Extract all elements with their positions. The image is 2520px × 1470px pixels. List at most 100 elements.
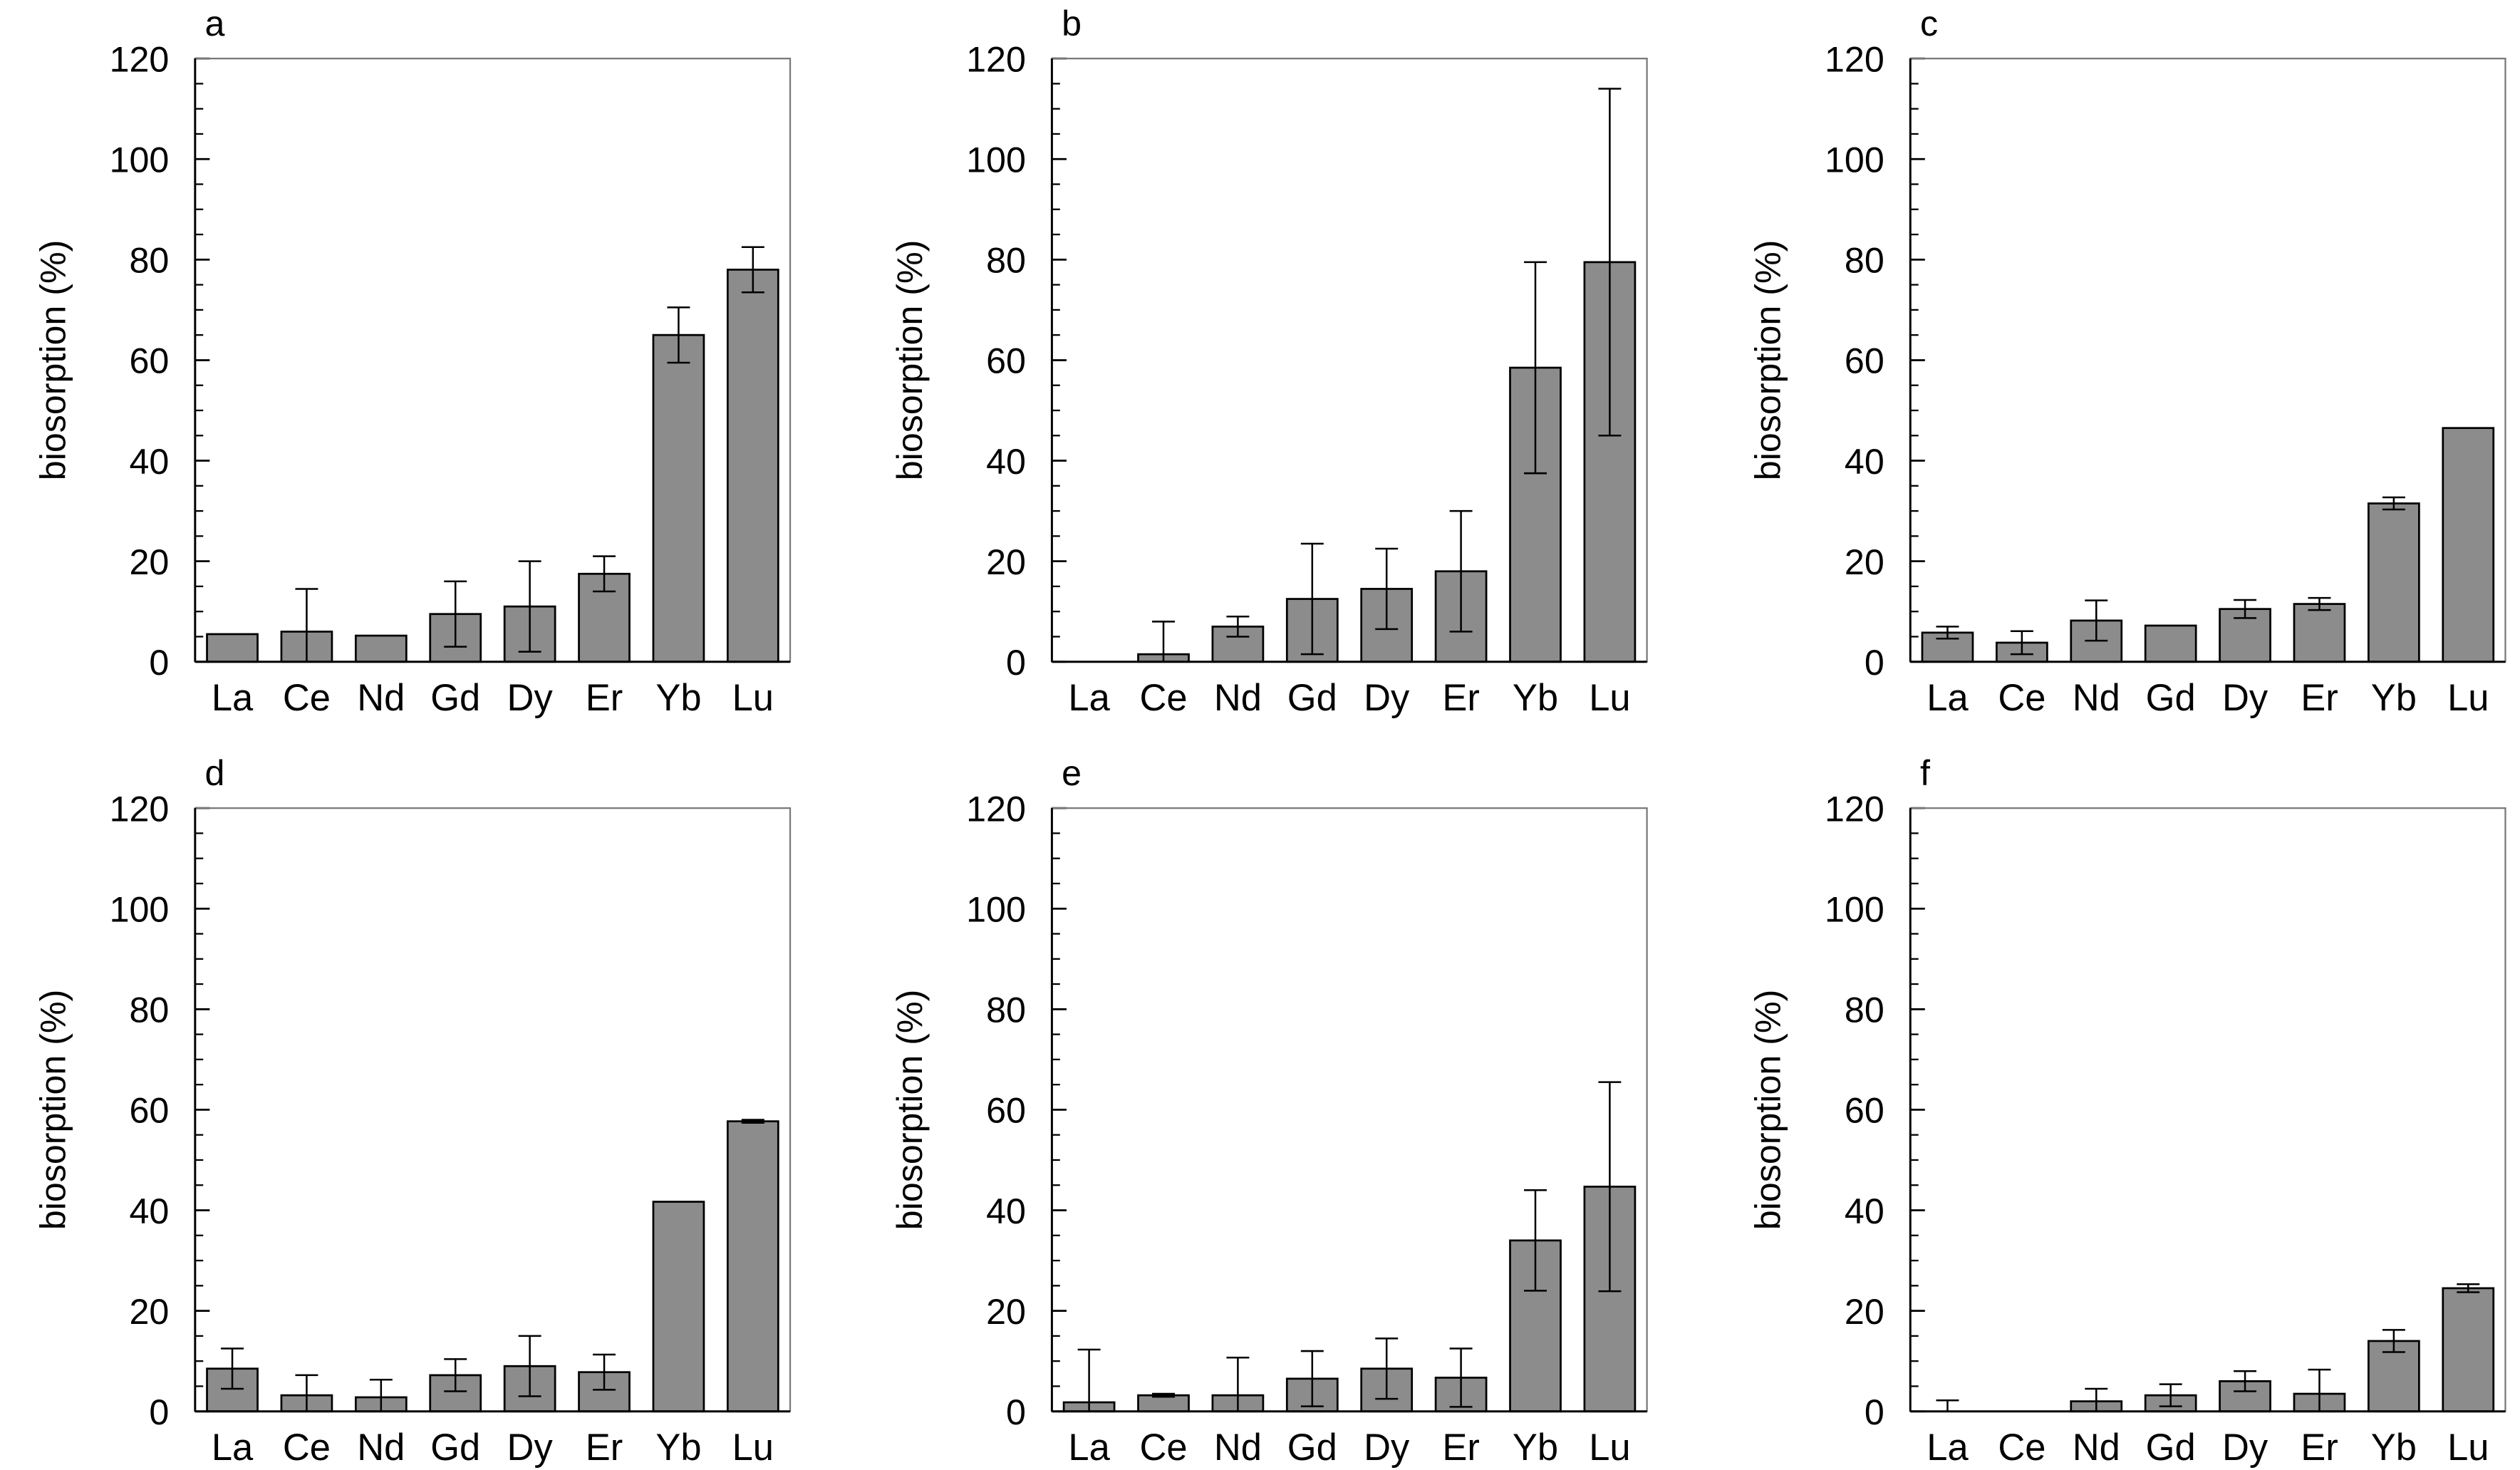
chart-panel-a: a biosorption (%) 0 20 40 60 80 100 120 La Ce Nd Gd D…: [33, 4, 792, 719]
x-tick-label: Gd: [430, 677, 480, 719]
y-tick-label: 120: [966, 39, 1026, 79]
y-tick-label: 40: [129, 1191, 169, 1231]
y-tick-label: 120: [1825, 789, 1884, 829]
x-tick-label: Nd: [1214, 677, 1262, 719]
x-tick-label: Yb: [655, 677, 701, 719]
y-tick-label: 80: [129, 990, 169, 1030]
y-tick-label: 100: [1825, 140, 1884, 180]
y-tick-label: 100: [110, 140, 170, 180]
x-tick-label: Dy: [2222, 677, 2268, 719]
x-tick-label: Gd: [430, 1427, 480, 1469]
x-tick-label: Nd: [357, 677, 405, 719]
x-tick-label: Er: [2301, 1427, 2338, 1469]
y-axis-label: biosorption (%): [890, 990, 930, 1231]
y-tick-label: 120: [966, 789, 1026, 829]
x-tick-label: La: [212, 1427, 254, 1469]
x-tick-label: Lu: [2447, 677, 2489, 719]
x-tick-label: Ce: [1139, 1427, 1187, 1469]
y-tick-label: 60: [1845, 1091, 1884, 1131]
y-axis-label: biosorption (%): [33, 990, 73, 1231]
y-tick-label: 20: [986, 1292, 1026, 1332]
plot-frame: [1909, 807, 2506, 1412]
x-tick-label: Er: [586, 1427, 623, 1469]
chart-panel-c: c biosorption (%) 0 20 40 60 80 100 120 La Ce Nd Gd D…: [1748, 4, 2506, 719]
y-tick-label: 120: [110, 39, 170, 79]
y-tick-label: 40: [1845, 442, 1884, 482]
x-tick-label: Gd: [1287, 677, 1337, 719]
y-tick-label: 20: [1845, 1292, 1884, 1332]
x-tick-label: Lu: [732, 1427, 774, 1469]
y-tick-label: 20: [1845, 542, 1884, 582]
panel-label: d: [205, 753, 225, 793]
y-tick-label: 60: [986, 341, 1026, 381]
x-tick-label: Gd: [2146, 677, 2196, 719]
x-tick-label: Gd: [1287, 1427, 1337, 1469]
bar-Lu: [2442, 1287, 2495, 1413]
x-tick-label: Lu: [1589, 677, 1630, 719]
x-tick-label: Dy: [1364, 677, 1410, 719]
bar-Nd: [354, 634, 408, 663]
y-axis-label: biosorption (%): [1748, 990, 1788, 1231]
x-tick-label: Nd: [357, 1427, 405, 1469]
y-axis-label: biosorption (%): [33, 240, 73, 481]
x-tick-label: Dy: [1364, 1427, 1410, 1469]
y-tick-label: 100: [110, 889, 170, 929]
y-tick-label: 20: [129, 542, 169, 582]
x-tick-label: Lu: [1589, 1427, 1630, 1469]
panel-label: b: [1062, 4, 1082, 43]
bar-Lu: [726, 269, 779, 663]
x-tick-label: Nd: [1214, 1427, 1262, 1469]
x-tick-label: Dy: [507, 1427, 554, 1469]
bar-La: [206, 633, 259, 663]
y-tick-label: 0: [1865, 1392, 1884, 1432]
bar-Lu: [726, 1120, 779, 1413]
y-tick-label: 0: [1006, 643, 1026, 683]
x-tick-label: Er: [2301, 677, 2338, 719]
y-tick-label: 60: [129, 1091, 169, 1131]
bar-Lu: [2442, 427, 2495, 663]
x-tick-label: Yb: [1513, 677, 1558, 719]
y-tick-label: 80: [986, 990, 1026, 1030]
y-tick-label: 120: [110, 789, 170, 829]
x-tick-label: Er: [586, 677, 623, 719]
chart-panel-f: f biosorption (%) 0 20 40 60 80 100 120 La Ce Nd Gd D…: [1748, 753, 2506, 1469]
x-tick-label: Dy: [2222, 1427, 2268, 1469]
bar-Ce: [1137, 1394, 1190, 1413]
y-tick-label: 0: [149, 1392, 169, 1432]
x-tick-label: Gd: [2146, 1427, 2196, 1469]
y-tick-label: 80: [129, 241, 169, 281]
x-tick-label: La: [212, 677, 254, 719]
y-axis-label: biosorption (%): [1748, 240, 1788, 481]
y-axis-label: biosorption (%): [890, 240, 930, 481]
bar-Yb: [652, 1201, 705, 1413]
x-tick-label: Er: [1442, 677, 1479, 719]
y-tick-label: 20: [129, 1292, 169, 1332]
bar-Yb: [652, 333, 705, 663]
x-tick-label: Er: [1442, 1427, 1479, 1469]
panel-label: e: [1062, 753, 1082, 793]
bar-Gd: [2144, 624, 2197, 663]
y-tick-label: 120: [1825, 39, 1884, 79]
x-tick-label: Lu: [732, 677, 774, 719]
bar-Er: [2293, 603, 2346, 663]
panel-label: f: [1920, 753, 1931, 793]
y-tick-label: 80: [1845, 241, 1884, 281]
x-tick-label: Ce: [283, 677, 331, 719]
y-tick-label: 80: [1845, 990, 1884, 1030]
y-tick-label: 0: [1865, 643, 1884, 683]
chart-panel-e: e biosorption (%) 0 20 40 60 80 100 120 La Ce Nd Gd D…: [890, 753, 1648, 1469]
y-tick-label: 40: [986, 442, 1026, 482]
bar-Yb: [2367, 502, 2420, 663]
x-tick-label: La: [1068, 677, 1110, 719]
x-tick-label: La: [1927, 677, 1969, 719]
x-tick-label: Yb: [2371, 677, 2417, 719]
y-tick-label: 100: [1825, 889, 1884, 929]
x-tick-label: Yb: [655, 1427, 701, 1469]
y-tick-label: 0: [1006, 1392, 1026, 1432]
x-tick-label: Ce: [1998, 677, 2045, 719]
y-tick-label: 40: [1845, 1191, 1884, 1231]
x-tick-label: Nd: [2073, 677, 2120, 719]
y-tick-label: 40: [129, 442, 169, 482]
y-tick-label: 60: [986, 1091, 1026, 1131]
